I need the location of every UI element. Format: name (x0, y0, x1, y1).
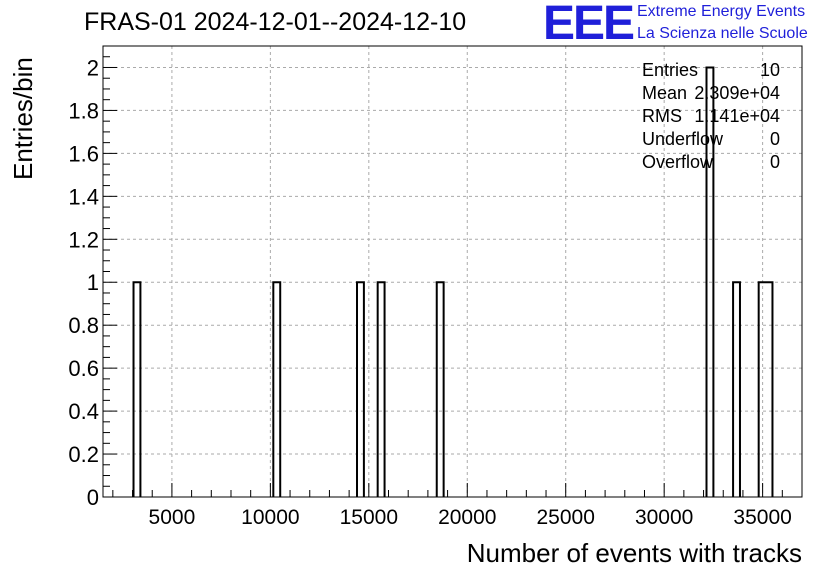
stat-label: Mean (642, 83, 688, 103)
stat-mean: Mean 2.309e+04 (642, 82, 780, 105)
x-tick-label: 15000 (340, 506, 398, 529)
x-tick-label: 5000 (149, 506, 196, 529)
stat-value: 0 (769, 152, 780, 172)
y-tick-label: 0.6 (68, 356, 99, 381)
histogram-bin (356, 281, 365, 497)
logo-tagline-1: Extreme Energy Events (637, 3, 806, 20)
y-tick-label: 0.2 (68, 442, 99, 467)
stat-value: 0 (769, 129, 780, 149)
x-axis-label: Number of events with tracks (467, 538, 802, 568)
y-tick-label: 0.8 (68, 313, 99, 338)
y-tick-label: 1.8 (68, 98, 99, 123)
stat-value: 1.141e+04 (694, 106, 780, 126)
histogram-bin (272, 281, 282, 497)
histogram-bin (705, 66, 715, 497)
stat-value: 2.309e+04 (694, 83, 780, 103)
histogram-bars (132, 66, 774, 497)
chart-title: FRAS-01 2024-12-01--2024-12-10 (84, 8, 467, 36)
stat-rms: RMS 1.141e+04 (642, 105, 780, 128)
stat-label: RMS (642, 106, 682, 126)
x-tick-label: 30000 (635, 506, 693, 529)
stat-overflow: Overflow 0 (642, 151, 780, 174)
y-tick-label: 1.4 (68, 184, 99, 209)
histogram-bin (757, 281, 774, 497)
y-tick-label: 1 (87, 270, 99, 295)
y-axis-label: Entries/bin (8, 57, 38, 180)
stat-value: 10 (759, 60, 780, 80)
histogram-bin (376, 281, 386, 497)
y-tick-label: 0.4 (68, 399, 99, 424)
x-tick-label: 10000 (241, 506, 299, 529)
eee-logo: EEE (543, 0, 635, 50)
histogram-bin (132, 281, 142, 497)
histogram-bin (435, 281, 445, 497)
histogram-bin (732, 281, 741, 497)
logo-tagline-2: La Scienza nelle Scuole (637, 25, 808, 42)
stat-entries: Entries 10 (642, 59, 780, 82)
x-axis: 5000 10000 15000 20000 25000 30000 35000 (112, 483, 792, 529)
stats-box: Entries 10 Mean 2.309e+04 RMS 1.141e+04 … (642, 59, 780, 174)
y-tick-label: 0 (87, 485, 99, 510)
y-tick-label: 1.2 (68, 227, 99, 252)
y-axis: 0 0.2 0.4 0.6 0.8 1 1.2 1.4 1.6 1.8 2 (68, 45, 117, 510)
grid-lines (103, 46, 802, 497)
stat-label: Underflow (642, 129, 724, 149)
x-tick-label: 35000 (733, 506, 791, 529)
x-tick-label: 25000 (537, 506, 595, 529)
stat-label: Entries (642, 60, 699, 80)
x-tick-label: 20000 (438, 506, 496, 529)
stat-label: Overflow (642, 152, 714, 172)
stat-underflow: Underflow 0 (642, 128, 780, 151)
y-tick-label: 1.6 (68, 141, 99, 166)
y-tick-label: 2 (87, 55, 99, 80)
